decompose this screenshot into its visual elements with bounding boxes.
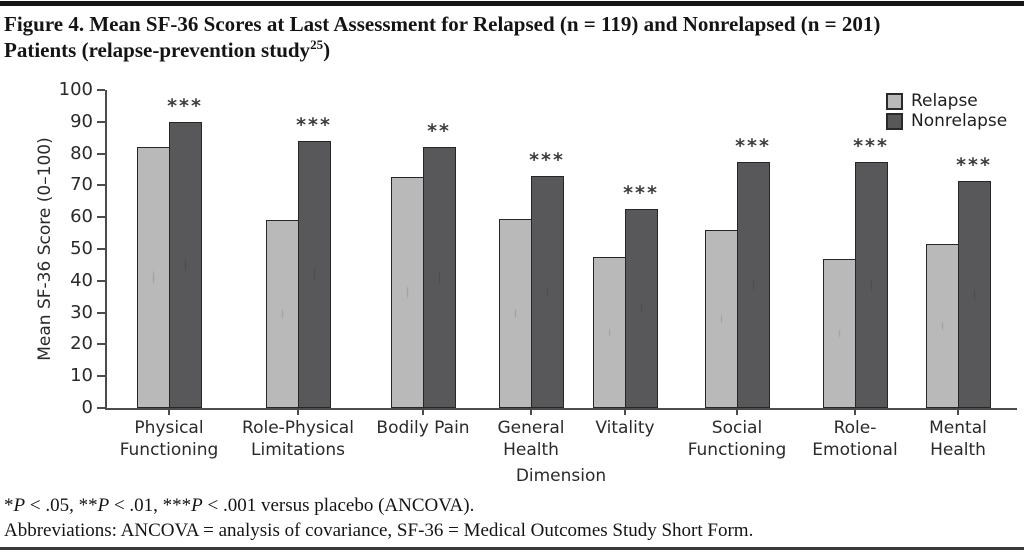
footnote-abbreviations: Abbreviations: ANCOVA = analysis of cova… xyxy=(4,520,754,541)
x-axis-tick xyxy=(854,410,856,415)
x-category-label-1: Role-Physical Limitations xyxy=(242,418,354,460)
bottom-border-rule xyxy=(0,547,1024,550)
x-axis-tick xyxy=(736,410,738,415)
bar-nonrelapse-1 xyxy=(298,140,331,408)
bar-nonrelapse-0 xyxy=(169,121,202,408)
figure-title-line1: Figure 4. Mean SF-36 Scores at Last Asse… xyxy=(4,12,881,36)
y-axis-tick xyxy=(97,311,105,314)
x-axis-tick xyxy=(168,410,170,415)
significance-marker-0: *** xyxy=(167,94,203,117)
bar-chart-plot-area: 0 10 20 30 40 50 60 70 80 90 100 *** Physical Functi… xyxy=(59,80,1017,460)
y-axis-tick xyxy=(97,279,105,282)
x-category-label-0: Physical Functioning xyxy=(119,418,219,460)
bar-relapse-7 xyxy=(926,244,959,408)
figure-title-line2: Patients (relapse-prevention study25) xyxy=(4,37,331,62)
bar-nonrelapse-2 xyxy=(423,147,456,408)
figure-title: Figure 4. Mean SF-36 Scores at Last Asse… xyxy=(4,11,1018,63)
y-axis-tick xyxy=(97,120,105,123)
x-category-label-5: Social Functioning xyxy=(687,418,787,460)
chart-legend: Relapse Nonrelapse xyxy=(886,93,1007,133)
y-axis-tick xyxy=(97,89,105,91)
y-axis-tick-label: 70 xyxy=(70,174,93,196)
bar-nonrelapse-5 xyxy=(737,161,770,408)
y-axis-tick-label: 60 xyxy=(70,206,93,228)
x-category-label-2: Bodily Pain xyxy=(376,418,470,438)
reference-superscript: 25 xyxy=(310,37,324,52)
x-axis-tick xyxy=(297,410,299,415)
y-axis-tick-label: 100 xyxy=(58,79,93,100)
y-axis-tick-label: 0 xyxy=(81,397,93,418)
bar-relapse-5 xyxy=(705,229,738,408)
legend-item-nonrelapse: Nonrelapse xyxy=(886,113,1007,130)
x-category-label-6: Role- Emotional xyxy=(812,418,898,460)
x-axis-tick xyxy=(530,410,532,415)
x-axis-tick xyxy=(422,410,424,415)
significance-marker-6: *** xyxy=(853,134,889,157)
bar-relapse-4 xyxy=(593,256,626,408)
x-axis-title: Dimension xyxy=(515,466,607,486)
bar-relapse-1 xyxy=(266,220,299,408)
y-axis-line xyxy=(105,90,107,410)
y-axis-tick-label: 50 xyxy=(70,238,93,259)
bar-nonrelapse-4 xyxy=(625,209,658,408)
y-axis-tick-label: 20 xyxy=(70,333,93,355)
bar-relapse-6 xyxy=(823,258,856,408)
significance-marker-7: *** xyxy=(956,153,992,176)
bar-relapse-2 xyxy=(391,177,424,408)
nonrelapse-swatch-icon xyxy=(886,113,903,130)
footnote-significance: *P < .05, **P < .01, ***P < .001 versus … xyxy=(4,495,475,516)
legend-item-relapse: Relapse xyxy=(886,93,1007,110)
y-axis-tick-label: 10 xyxy=(70,365,93,387)
y-axis-tick-label: 90 xyxy=(70,110,93,132)
significance-marker-5: *** xyxy=(735,134,771,157)
footnotes: *P < .05, **P < .01, ***P < .001 versus … xyxy=(4,493,1018,543)
x-axis-line xyxy=(105,408,1017,410)
y-axis-tick xyxy=(97,216,105,219)
top-border-rule xyxy=(0,1,1024,6)
bar-nonrelapse-7 xyxy=(958,180,991,408)
y-axis-tick xyxy=(97,248,105,250)
bar-nonrelapse-6 xyxy=(855,161,888,408)
significance-marker-1: *** xyxy=(296,113,332,136)
x-category-label-7: Mental Health xyxy=(929,418,987,460)
x-axis-tick xyxy=(624,410,626,415)
y-axis-tick xyxy=(97,375,105,378)
legend-label-relapse: Relapse xyxy=(911,91,978,111)
significance-marker-3: *** xyxy=(529,148,565,171)
bar-relapse-3 xyxy=(499,218,532,408)
bar-relapse-0 xyxy=(137,147,170,408)
x-category-label-4: Vitality xyxy=(595,418,655,438)
y-axis-tick-label: 30 xyxy=(70,301,93,323)
y-axis-tick xyxy=(97,407,105,409)
y-axis-tick-label: 40 xyxy=(70,269,93,291)
significance-marker-2: ** xyxy=(427,120,451,143)
relapse-swatch-icon xyxy=(886,93,903,110)
y-axis-tick xyxy=(97,152,105,155)
significance-marker-4: *** xyxy=(623,182,659,205)
legend-label-nonrelapse: Nonrelapse xyxy=(911,111,1008,131)
x-axis-tick xyxy=(957,410,959,415)
bar-nonrelapse-3 xyxy=(531,175,564,408)
y-axis-tick xyxy=(97,184,105,187)
x-category-label-3: General Health xyxy=(497,418,565,460)
y-axis-tick-label: 80 xyxy=(70,142,93,164)
y-axis-tick xyxy=(97,343,105,346)
